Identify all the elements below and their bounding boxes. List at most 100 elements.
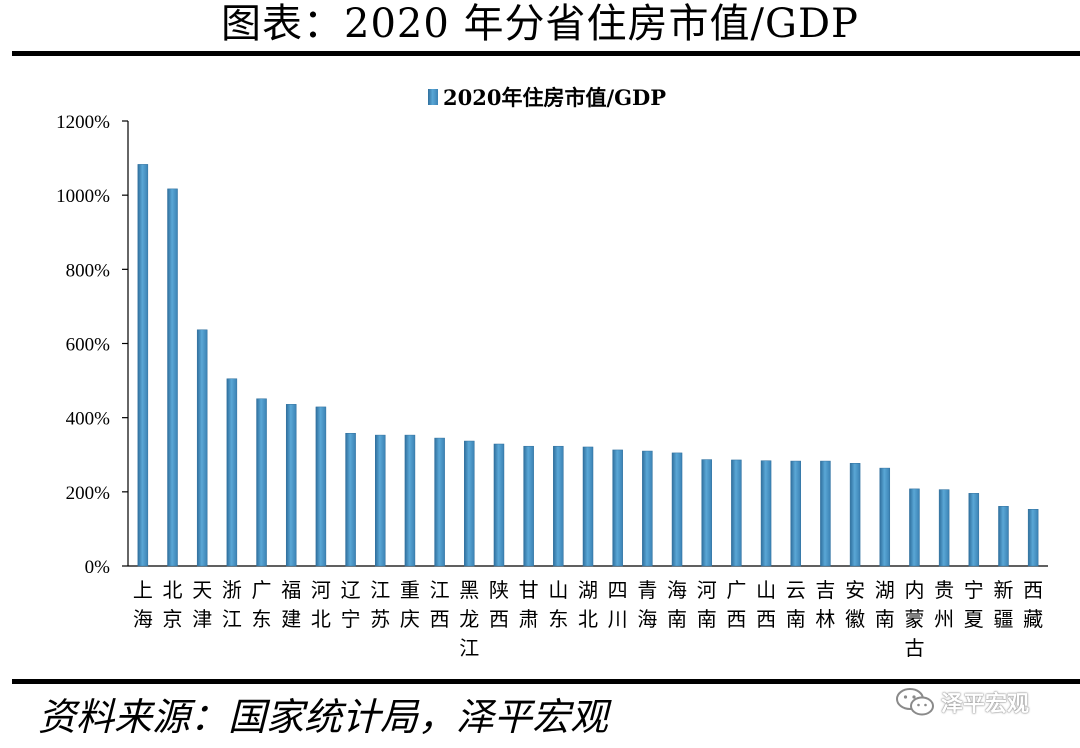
bar: [226, 378, 238, 567]
x-tick-label: 安: [845, 578, 865, 602]
x-tick-label: 湖: [578, 578, 598, 602]
x-tick-label: 江: [222, 607, 242, 631]
x-tick-label: 蒙: [904, 607, 924, 631]
bar: [701, 459, 712, 567]
x-tick-label: 疆: [993, 607, 1013, 631]
chart-axes: 0% 200% 400% 600% 800% 1000% 1200%: [56, 112, 1048, 578]
bar: [285, 404, 297, 567]
bar: [404, 434, 416, 567]
x-tick-label: 新: [993, 578, 1013, 602]
bar: [820, 460, 831, 567]
x-tick-label: 重: [400, 578, 420, 602]
x-tick-label: 黑: [459, 578, 479, 602]
x-tick-label: 津: [192, 607, 212, 631]
x-tick-label: 辽: [341, 578, 361, 602]
bar: [790, 460, 801, 567]
bar: [909, 488, 920, 567]
y-tick-label: 600%: [66, 335, 111, 356]
x-tick-label: 夏: [964, 607, 984, 631]
x-tick-label: 广: [726, 578, 746, 602]
x-tick-label: 河: [311, 578, 331, 602]
wechat-logo-icon: [896, 688, 934, 716]
bar: [938, 489, 950, 567]
bar: [760, 460, 772, 567]
chart-bars: [137, 164, 1039, 567]
x-tick-label: 藏: [1023, 607, 1043, 631]
x-tick-label: 福: [281, 578, 301, 602]
legend-swatch: [428, 89, 438, 105]
y-tick-label: 800%: [66, 260, 111, 281]
bar: [315, 406, 327, 567]
x-tick-label: 浙: [222, 578, 242, 602]
x-tick-label: 徽: [845, 607, 865, 631]
y-tick-label: 400%: [66, 409, 111, 430]
y-tick-label: 1200%: [56, 112, 110, 133]
bar: [879, 467, 891, 567]
x-tick-label: 庆: [400, 607, 420, 631]
y-tick-label: 1000%: [56, 186, 110, 207]
x-tick-label: 北: [311, 607, 331, 631]
x-tick-label: 东: [548, 607, 568, 631]
bar: [523, 445, 534, 567]
x-tick-label: 宁: [964, 578, 984, 602]
x-tick-label: 河: [697, 578, 717, 602]
x-tick-label: 西: [489, 607, 509, 631]
bar: [998, 506, 1009, 567]
bar: [493, 443, 505, 567]
x-tick-label: 南: [875, 607, 895, 631]
x-tick-label: 东: [252, 607, 272, 631]
bar: [434, 437, 445, 567]
legend-label: 2020年住房市值/GDP: [443, 85, 666, 110]
bar: [345, 432, 356, 567]
x-tick-label: 海: [667, 578, 687, 602]
x-tick-label: 州: [934, 607, 954, 631]
source-note: 资料来源：国家统计局，泽平宏观: [38, 695, 609, 739]
chart-title: 图表：2020 年分省住房市值/GDP: [221, 1, 859, 47]
bar-chart: 2020年住房市值/GDP 0% 200% 400% 600% 800% 1000% 120…: [56, 85, 1048, 660]
watermark: 泽平宏观: [895, 684, 1029, 720]
bottom-rule: [12, 679, 1080, 684]
top-rule: [12, 51, 1080, 56]
x-tick-label: 南: [667, 607, 687, 631]
x-tick-label: 北: [578, 607, 598, 631]
bar: [553, 445, 564, 567]
bar: [375, 434, 386, 567]
x-tick-label: 西: [726, 607, 746, 631]
x-tick-label: 甘: [519, 578, 539, 602]
x-tick-label: 内: [904, 578, 924, 602]
x-tick-label: 湖: [875, 578, 895, 602]
bar: [167, 188, 178, 567]
y-tick-label: 0%: [85, 557, 111, 578]
x-tick-label: 贵: [934, 578, 954, 602]
x-tick-label: 苏: [370, 607, 390, 631]
bar: [1027, 509, 1039, 567]
x-tick-label: 四: [608, 578, 628, 602]
bar: [137, 164, 149, 567]
chart-legend: 2020年住房市值/GDP: [428, 85, 666, 110]
bar: [731, 459, 742, 567]
x-tick-label: 陕: [489, 578, 509, 602]
x-tick-label: 西: [430, 607, 450, 631]
x-tick-label: 肃: [519, 607, 539, 631]
chart-labels: 上海北京天津浙江广东福建河北辽宁江苏重庆江西黑龙江陕西甘肃山东湖北四川青海海南河…: [133, 578, 1043, 660]
x-tick-label: 海: [637, 607, 657, 631]
x-tick-label: 京: [163, 607, 183, 631]
bar: [968, 493, 980, 567]
bar: [612, 449, 623, 567]
watermark-text: 泽平宏观: [941, 692, 1030, 717]
x-tick-label: 吉: [815, 578, 835, 602]
bar: [582, 446, 594, 567]
legend-item: 2020年住房市值/GDP: [428, 85, 666, 110]
x-tick-label: 山: [548, 578, 568, 602]
x-tick-label: 西: [756, 607, 776, 631]
x-tick-label: 云: [786, 578, 806, 602]
bar: [671, 452, 683, 567]
x-tick-label: 青: [637, 578, 657, 602]
x-tick-label: 北: [163, 578, 183, 602]
x-tick-label: 建: [281, 607, 301, 631]
x-tick-label: 林: [815, 607, 835, 631]
bar: [849, 463, 861, 567]
x-tick-label: 江: [459, 636, 479, 660]
x-tick-label: 古: [904, 636, 924, 660]
bar: [196, 329, 208, 567]
